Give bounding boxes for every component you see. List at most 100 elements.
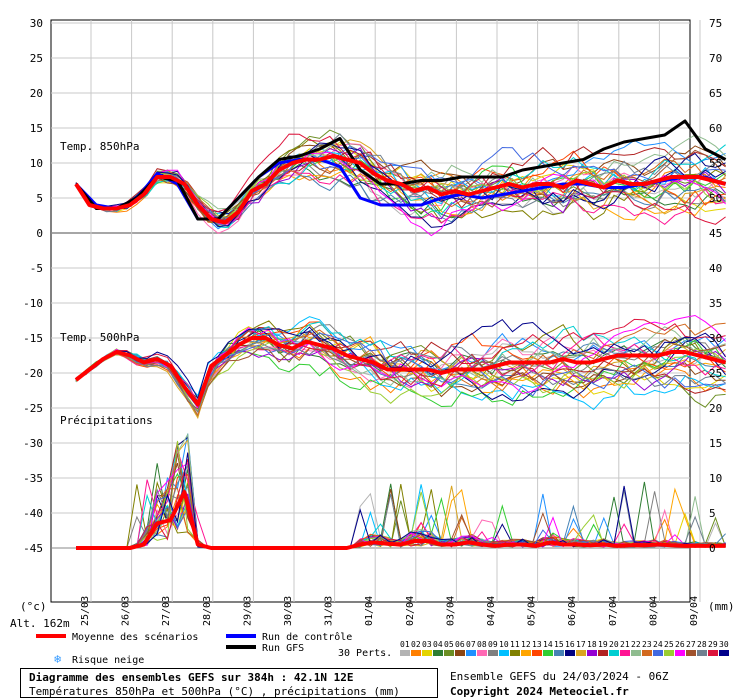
x-tick-label: 01/04: [364, 596, 375, 626]
chart-subtitle: Températures 850hPa et 500hPa (°C) , pré…: [29, 685, 400, 698]
altitude-label: Alt. 162m: [10, 617, 70, 630]
x-tick-label: 06/04: [567, 596, 578, 626]
pert-code: 08: [477, 640, 487, 649]
pert-swatch: [587, 650, 597, 656]
pert-code: 09: [488, 640, 498, 649]
y-left-tick: 30: [30, 17, 43, 30]
pert-swatch: [543, 650, 553, 656]
pert-code: 21: [620, 640, 630, 649]
section-label-t500: Temp. 500hPa: [60, 331, 139, 344]
pert-code: 01: [400, 640, 410, 649]
mean-t850-line: [74, 154, 727, 225]
pert-code: 10: [499, 640, 509, 649]
y-left-tick: -40: [23, 507, 43, 520]
pert-code: 17: [576, 640, 586, 649]
y-left-tick: 0: [36, 227, 43, 240]
ensemble-line-precip: [76, 452, 726, 549]
x-tick-label: 30/03: [283, 596, 294, 626]
x-tick-label: 31/03: [324, 596, 335, 626]
y-left-tick: 20: [30, 87, 43, 100]
y-left-tick: -30: [23, 437, 43, 450]
y-left-tick: -20: [23, 367, 43, 380]
pert-code: 13: [532, 640, 542, 649]
legend-mean-label: Moyenne des scénarios: [72, 631, 198, 643]
y-right-tick: 40: [709, 262, 722, 275]
pert-code: 28: [697, 640, 707, 649]
pert-swatch: [554, 650, 564, 656]
pert-code: 25: [664, 640, 674, 649]
pert-swatch: [631, 650, 641, 656]
perturbation-legend: 01 02 03 04 05 06 07 08 09 10 11 12 13 14 15 16 17 18 19 20…: [400, 640, 729, 656]
y-right-tick: 10: [709, 472, 722, 485]
y-right-tick: 30: [709, 332, 722, 345]
pert-code: 29: [708, 640, 718, 649]
pert-swatch: [455, 650, 465, 656]
x-tick-label: 27/03: [161, 596, 172, 626]
copyright: Copyright 2024 Meteociel.fr: [450, 685, 629, 698]
pert-code: 26: [675, 640, 685, 649]
y-left-tick: -25: [23, 402, 43, 415]
y-right-unit: (mm): [708, 600, 735, 613]
pert-code: 19: [598, 640, 608, 649]
y-left-tick: -45: [23, 542, 43, 555]
y-right-tick: 45: [709, 227, 722, 240]
pert-swatch: [444, 650, 454, 656]
pert-swatch: [697, 650, 707, 656]
x-tick-label: 29/03: [242, 596, 253, 626]
x-tick-label: 04/04: [486, 596, 497, 626]
x-tick-label: 07/04: [608, 596, 619, 626]
pert-swatch: [477, 650, 487, 656]
title-box: Diagramme des ensembles GEFS sur 384h : …: [20, 668, 438, 698]
y-right-tick: 0: [709, 542, 716, 555]
pert-code: 30: [719, 640, 729, 649]
y-left-tick: -5: [30, 262, 43, 275]
pert-swatch: [411, 650, 421, 656]
pert-swatch: [488, 650, 498, 656]
y-right-tick: 75: [709, 17, 722, 30]
x-tick-label: 03/04: [445, 596, 456, 626]
section-label-t850: Temp. 850hPa: [60, 140, 139, 153]
y-left-tick: 25: [30, 52, 43, 65]
run-info: Ensemble GEFS du 24/03/2024 - 06Z: [450, 670, 669, 683]
y-right-tick: 60: [709, 122, 722, 135]
pert-swatch: [422, 650, 432, 656]
pert-swatch: [576, 650, 586, 656]
y-left-tick: 10: [30, 157, 43, 170]
pert-swatch: [532, 650, 542, 656]
pert-code: 11: [510, 640, 520, 649]
pert-swatch: [719, 650, 729, 656]
pert-swatch: [609, 650, 619, 656]
grid: [51, 20, 701, 602]
x-tick-label: 26/03: [121, 596, 132, 626]
legend-perts-label: 30 Perts.: [338, 648, 392, 659]
x-tick-label: 02/04: [405, 596, 416, 626]
pert-swatch: [521, 650, 531, 656]
section-label-precip: Précipitations: [60, 414, 153, 427]
x-tick-label: 25/03: [80, 596, 91, 626]
pert-swatch: [642, 650, 652, 656]
y-left-tick: 15: [30, 122, 43, 135]
x-tick-label: 05/04: [527, 596, 538, 626]
y-right-tick: 65: [709, 87, 722, 100]
y-right-tick: 35: [709, 297, 722, 310]
pert-swatch: [510, 650, 520, 656]
y-left-tick: -10: [23, 297, 43, 310]
pert-swatch: [620, 650, 630, 656]
y-right-tick: 50: [709, 192, 722, 205]
chart-title: Diagramme des ensembles GEFS sur 384h : …: [29, 671, 354, 684]
mean-t500-line: [74, 336, 727, 407]
pert-code: 14: [543, 640, 553, 649]
pert-swatch: [664, 650, 674, 656]
ensemble-line-t500: [75, 341, 726, 414]
pert-code: 07: [466, 640, 476, 649]
pert-code: 04: [433, 640, 443, 649]
pert-swatch: [675, 650, 685, 656]
pert-swatch: [708, 650, 718, 656]
x-tick-label: 09/04: [689, 596, 700, 626]
pert-code: 23: [642, 640, 652, 649]
y-right-tick: 15: [709, 437, 722, 450]
pert-swatch: [499, 650, 509, 656]
pert-code: 06: [455, 640, 465, 649]
